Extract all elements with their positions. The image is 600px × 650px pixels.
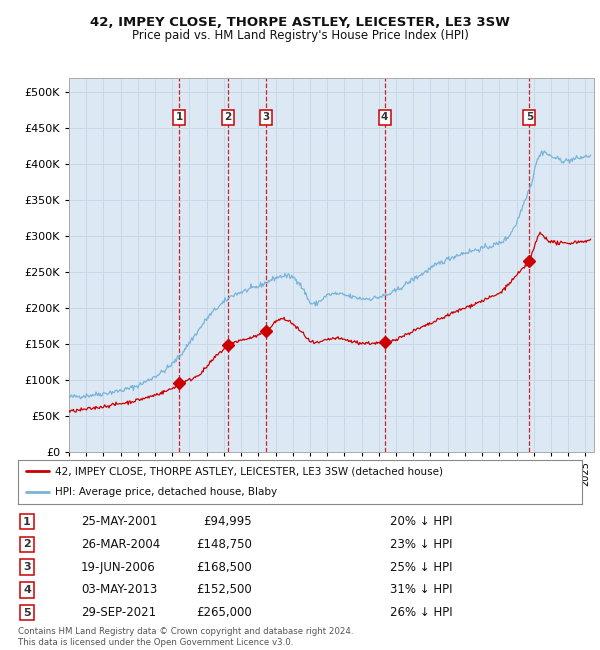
Text: 19-JUN-2006: 19-JUN-2006 — [81, 560, 156, 574]
Text: 42, IMPEY CLOSE, THORPE ASTLEY, LEICESTER, LE3 3SW (detached house): 42, IMPEY CLOSE, THORPE ASTLEY, LEICESTE… — [55, 467, 443, 476]
Text: 1: 1 — [175, 112, 182, 122]
Text: 42, IMPEY CLOSE, THORPE ASTLEY, LEICESTER, LE3 3SW: 42, IMPEY CLOSE, THORPE ASTLEY, LEICESTE… — [90, 16, 510, 29]
Text: 5: 5 — [23, 608, 31, 617]
Text: 1: 1 — [23, 517, 31, 526]
Text: 25% ↓ HPI: 25% ↓ HPI — [390, 560, 452, 574]
Text: 23% ↓ HPI: 23% ↓ HPI — [390, 538, 452, 551]
Text: 29-SEP-2021: 29-SEP-2021 — [81, 606, 156, 619]
Text: 31% ↓ HPI: 31% ↓ HPI — [390, 584, 452, 597]
Text: Price paid vs. HM Land Registry's House Price Index (HPI): Price paid vs. HM Land Registry's House … — [131, 29, 469, 42]
Text: 2: 2 — [23, 540, 31, 549]
Text: 4: 4 — [23, 585, 31, 595]
Text: 20% ↓ HPI: 20% ↓ HPI — [390, 515, 452, 528]
Text: £94,995: £94,995 — [203, 515, 252, 528]
Text: HPI: Average price, detached house, Blaby: HPI: Average price, detached house, Blab… — [55, 487, 277, 497]
Text: £168,500: £168,500 — [196, 560, 252, 574]
Text: 2: 2 — [224, 112, 232, 122]
Text: 25-MAY-2001: 25-MAY-2001 — [81, 515, 157, 528]
Text: 5: 5 — [526, 112, 533, 122]
Text: £152,500: £152,500 — [196, 584, 252, 597]
Text: 3: 3 — [23, 562, 31, 572]
Text: Contains HM Land Registry data © Crown copyright and database right 2024.
This d: Contains HM Land Registry data © Crown c… — [18, 627, 353, 647]
Text: 26-MAR-2004: 26-MAR-2004 — [81, 538, 160, 551]
Text: 03-MAY-2013: 03-MAY-2013 — [81, 584, 157, 597]
Text: £265,000: £265,000 — [196, 606, 252, 619]
Text: 3: 3 — [263, 112, 270, 122]
Text: £148,750: £148,750 — [196, 538, 252, 551]
Text: 4: 4 — [381, 112, 388, 122]
Text: 26% ↓ HPI: 26% ↓ HPI — [390, 606, 452, 619]
